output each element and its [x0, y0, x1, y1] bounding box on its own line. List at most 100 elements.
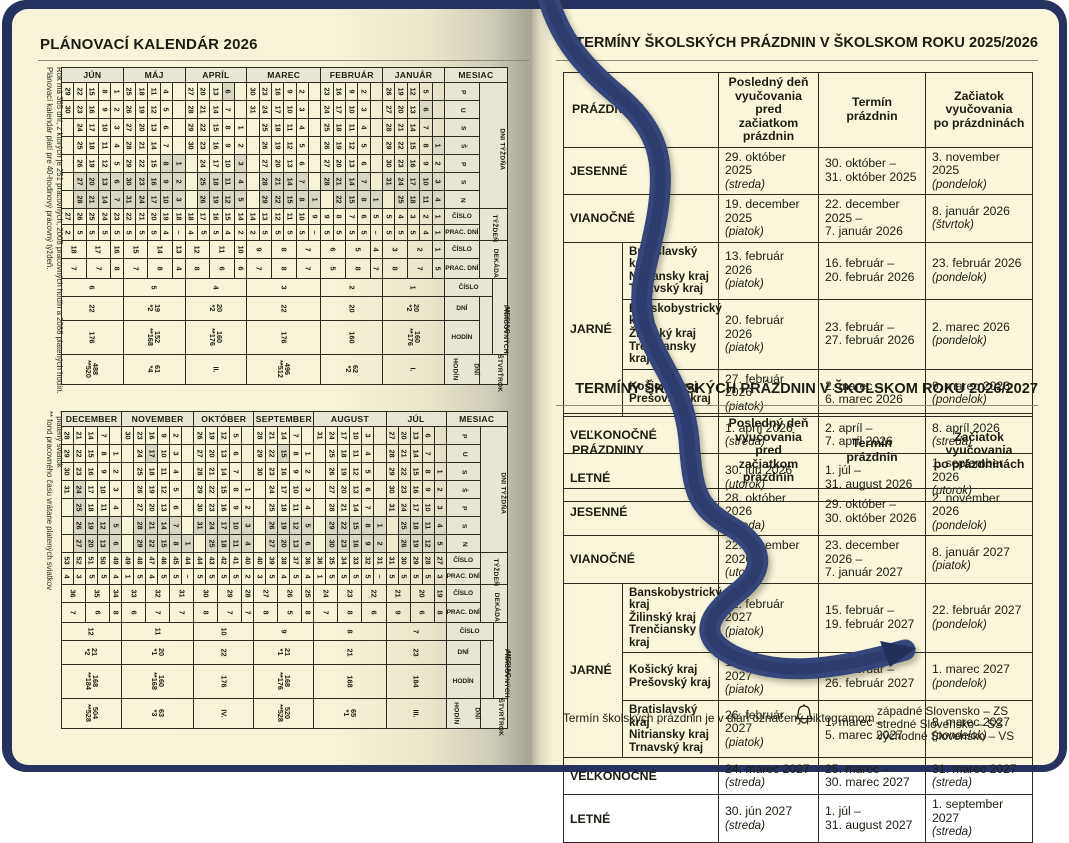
decade-workdays: 8 [109, 602, 123, 623]
day-cell: 27 [325, 480, 339, 499]
day-cell: 29 [382, 136, 396, 155]
day-letter: P [443, 154, 480, 173]
bell-icon [794, 703, 814, 732]
day-cell: 25 [73, 498, 87, 517]
legend-line: západné Slovensko – ZS [877, 704, 1009, 718]
cal-day-row: 25 18 11 4 28 21 14 7 30 23 16 9 2 26 19 12 5 26 19 12 5 29 22… [60, 136, 508, 155]
day-cell: 5 [361, 462, 375, 481]
day-cell: 4 [159, 82, 174, 101]
side-note-line: ** fond pracovného času vrátane platenýc… [45, 411, 55, 591]
day-cell: 14 [277, 426, 291, 445]
last-school-day: 24. marec 2027 (streda) [718, 757, 820, 796]
week-number: 24 [98, 208, 112, 225]
week-workdays: 5 [122, 224, 137, 241]
day-cell: 17 [332, 100, 347, 119]
cal-month-hours-row: 168 **184 160 **168 176 168 **176 168 184 HODÍN [60, 664, 508, 699]
week-workdays: 4 [184, 224, 198, 241]
day-cell [307, 82, 322, 101]
school-restart: 31. marec 2027 (streda) [925, 757, 1034, 796]
day-cell: 30 [246, 82, 260, 101]
hodin-label: HODÍN [445, 664, 481, 699]
week-workdays: 5 [406, 224, 421, 241]
day-cell: 6 [109, 534, 123, 553]
day-cell [60, 498, 75, 517]
month-number: 8 [313, 622, 387, 641]
day-cell: 18 [409, 516, 423, 535]
decade-number: 9 [246, 240, 272, 259]
day-cell: 26 [397, 534, 411, 553]
day-cell [241, 444, 255, 463]
day-cell: 31 [385, 498, 399, 517]
day-cell: 28 [253, 426, 267, 445]
last-school-day: 22. december 2026 (utorok) [718, 535, 820, 584]
cislo-label: ČÍSLO [443, 278, 494, 297]
holidays-title-2025-2026: TERMÍNY ŠKOLSKÝCH PRÁZDNIN V ŠKOLSKOM RO… [575, 35, 1038, 51]
day-cell: 24 [325, 426, 339, 445]
day-cell: 29 [385, 462, 399, 481]
week-workdays: 5 [73, 224, 87, 241]
day-cell: 10 [419, 172, 433, 191]
day-cell: 21 [265, 426, 279, 445]
day-cell: 20 [332, 154, 347, 173]
decade-workdays: 6 [233, 258, 248, 279]
decade-number: 33 [121, 584, 147, 603]
last-school-day: 30. jún 2027 (streda) [718, 794, 820, 843]
week-number: 16 [209, 208, 223, 225]
decade-workdays: 7 [217, 602, 243, 623]
day-cell: 17 [209, 154, 223, 173]
day-cell: 20 [205, 444, 219, 463]
day-cell: 28 [133, 516, 147, 535]
legend-line: východné Slovensko – VS [877, 729, 1015, 744]
day-cell: 4 [433, 516, 447, 535]
day-cell: 3 [110, 118, 124, 137]
day-cell: 11 [349, 444, 363, 463]
week-number: 25 [85, 208, 100, 225]
day-cell: 28 [193, 462, 207, 481]
day-cell [253, 534, 267, 553]
day-cell [184, 190, 198, 209]
day-cell: 2 [301, 462, 315, 481]
day-cell: 9 [361, 534, 375, 553]
day-cell: 2 [109, 462, 123, 481]
week-workdays: 5 [382, 224, 396, 241]
day-cell: 19 [85, 154, 100, 173]
day-letter: N [443, 190, 480, 209]
decade-number: 34 [109, 584, 123, 603]
day-cell: 23 [394, 154, 408, 173]
week-workdays: 5 [345, 224, 359, 241]
day-cell: 25 [73, 136, 87, 155]
day-cell: 13 [345, 154, 359, 173]
month-hours: 168 **176 [253, 664, 315, 699]
day-cell: 31 [246, 100, 260, 119]
last-school-day: 19. december 2025 (piatok) [718, 194, 820, 243]
week-number: 5 [382, 208, 396, 225]
day-cell: 16 [147, 172, 161, 191]
prac-dni-label: PRAC. DNÍ [445, 602, 481, 623]
holiday-term: 16. február –20. február 2026 [818, 241, 927, 300]
day-cell: 23 [205, 498, 219, 517]
month-workdays: 20 *2 [184, 296, 248, 321]
day-letter: S [445, 462, 481, 481]
day-cell: 4 [241, 534, 255, 553]
day-cell: 19 [394, 82, 408, 101]
week-workdays: 2 [246, 224, 260, 241]
holiday-row: JARNÉ Bratislavský kraj Nitriansky kraj Trn… [563, 241, 1034, 418]
month-hours: 176 [246, 320, 322, 355]
cal-month-header-row: DECEMBER NOVEMBER OKTÓBER SEPTEMBER AUGUST JÚ… [60, 411, 509, 427]
day-cell: 30 [385, 480, 399, 499]
month-number: 7 [385, 622, 447, 641]
day-cell: 29 [60, 82, 75, 101]
day-cell: 8 [98, 82, 112, 101]
day-cell: 1 [433, 462, 447, 481]
month-hours: 160 **168 [121, 664, 195, 699]
cal-decade-work-row: 7 6 8 6 7 7 8 7 7 8 5 8 7 8 6 9 6 8 PRAC. DNÍ [60, 602, 508, 623]
holiday-name: JESENNÉ [562, 146, 720, 195]
quarter-hours: 520 **528 [253, 698, 315, 729]
week-number: 37 [289, 552, 303, 569]
holiday-row: Bratislavský kraj Nitriansky kraj Trnavský… [564, 699, 1034, 759]
day-cell: 10 [98, 118, 112, 137]
mesiac-vertical-label: MESIAC [492, 622, 511, 699]
decade-workdays: 7 [406, 258, 433, 279]
day-cell [307, 100, 322, 119]
day-cell: 21 [270, 172, 285, 191]
